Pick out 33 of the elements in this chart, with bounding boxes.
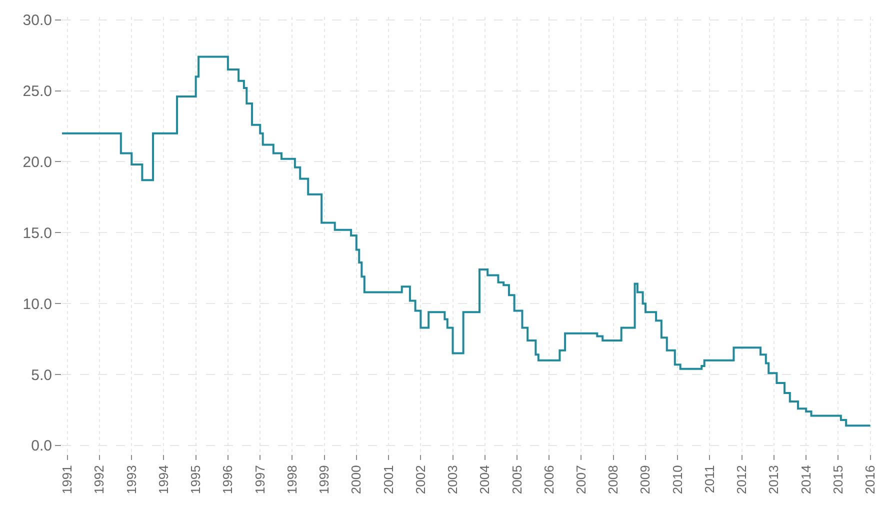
y-tick-label: 0.0 — [31, 438, 52, 455]
x-tick-label: 1992 — [92, 465, 107, 494]
x-tick-label: 2003 — [444, 465, 460, 494]
x-tick-label: 2001 — [380, 465, 396, 494]
y-tick-label: 15.0 — [22, 224, 52, 242]
x-tick-label: 2016 — [862, 465, 878, 494]
x-tick-label: 2007 — [573, 465, 588, 494]
x-tick-label: 2012 — [734, 465, 750, 494]
x-tick-label: 2004 — [477, 465, 492, 494]
y-tick-label: 5.0 — [31, 366, 52, 384]
x-tick-label: 2000 — [348, 465, 364, 494]
x-tick-label: 2011 — [702, 465, 717, 494]
x-tick-label: 1994 — [156, 465, 171, 494]
x-tick-label: 2013 — [766, 465, 782, 494]
x-tick-label: 2009 — [638, 465, 653, 494]
x-tick-label: 2005 — [509, 465, 524, 494]
y-tick-label: 20.0 — [22, 154, 52, 171]
y-tick-label: 25.0 — [22, 83, 52, 100]
y-tick-label: 30.0 — [22, 12, 52, 30]
x-tick-label: 1998 — [284, 465, 300, 494]
x-tick-label: 1996 — [220, 465, 236, 494]
x-tick-label: 1995 — [188, 465, 204, 494]
x-tick-label: 1999 — [316, 465, 332, 494]
x-tick-label: 2014 — [798, 465, 814, 494]
x-tick-label: 2010 — [670, 465, 685, 494]
x-tick-label: 2008 — [606, 465, 621, 494]
x-tick-label: 1993 — [124, 465, 139, 494]
x-tick-label: 2015 — [830, 465, 846, 494]
x-tick-label: 2002 — [412, 465, 428, 494]
y-tick-label: 10.0 — [22, 296, 52, 313]
x-tick-label: 2006 — [541, 465, 556, 494]
x-tick-label: 1991 — [60, 465, 75, 494]
x-tick-label: 1997 — [252, 465, 268, 494]
